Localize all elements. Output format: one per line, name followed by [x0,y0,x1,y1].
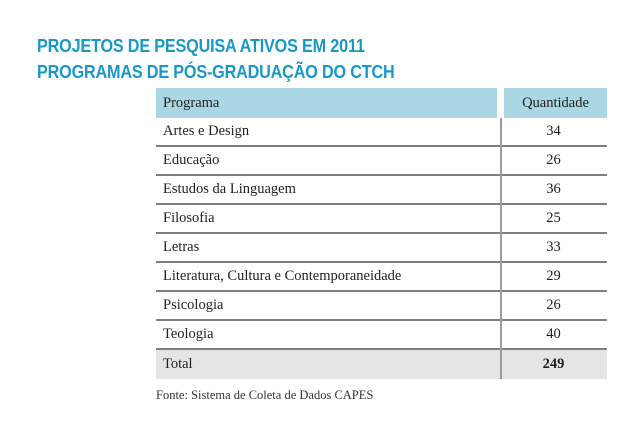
header-column-gap [497,88,504,118]
row-program-cell: Teologia [163,326,214,342]
table-row: Literatura, Cultura e Contemporaneidade 2… [156,263,607,292]
header-cell-program: Programa [156,88,497,118]
total-value-cell: 249 [542,356,565,372]
row-quantity-cell: 29 [546,268,561,284]
table-body: Artes e Design 34 Educação 26 Estudos da Lin… [156,118,607,350]
total-row: Total 249 [156,350,607,379]
row-program-cell: Filosofia [163,210,215,226]
row-program-cell: Psicologia [163,297,224,313]
table-row: Filosofia 25 [156,205,607,234]
row-program-cell: Letras [163,239,200,255]
page-title-line2: PROGRAMAS DE PÓS-GRADUAÇÃO DO CTCH [37,62,395,82]
table-row: Letras 33 [156,234,607,263]
row-quantity-cell: 34 [546,123,561,139]
table-row: Artes e Design 34 [156,118,607,147]
row-quantity-cell: 33 [546,239,561,255]
page-title-line1: PROJETOS DE PESQUISA ATIVOS EM 2011 [37,36,365,56]
row-quantity-cell: 36 [546,181,561,197]
row-program-cell: Estudos da Linguagem [163,181,296,197]
table-row: Teologia 40 [156,321,607,350]
table-row: Psicologia 26 [156,292,607,321]
row-quantity-cell: 40 [546,326,561,342]
row-program-cell: Educação [163,152,220,168]
header-cell-quantity: Quantidade [504,88,607,118]
total-label-cell: Total [163,356,193,372]
data-table: Programa Quantidade Artes e Design 34 Educ… [156,88,607,379]
row-program-cell: Artes e Design [163,123,250,139]
row-quantity-cell: 26 [546,297,561,313]
source-note: Fonte: Sistema de Coleta de Dados CAPES [156,388,374,402]
row-quantity-cell: 25 [546,210,561,226]
row-quantity-cell: 26 [546,152,561,168]
column-separator-line [500,118,502,379]
table-row: Educação 26 [156,147,607,176]
page-title: PROJETOS DE PESQUISA ATIVOS EM 2011 PROG… [37,33,395,85]
table-header-row: Programa Quantidade [156,88,607,118]
table-row: Estudos da Linguagem 36 [156,176,607,205]
row-program-cell: Literatura, Cultura e Contemporaneidade [163,268,402,284]
